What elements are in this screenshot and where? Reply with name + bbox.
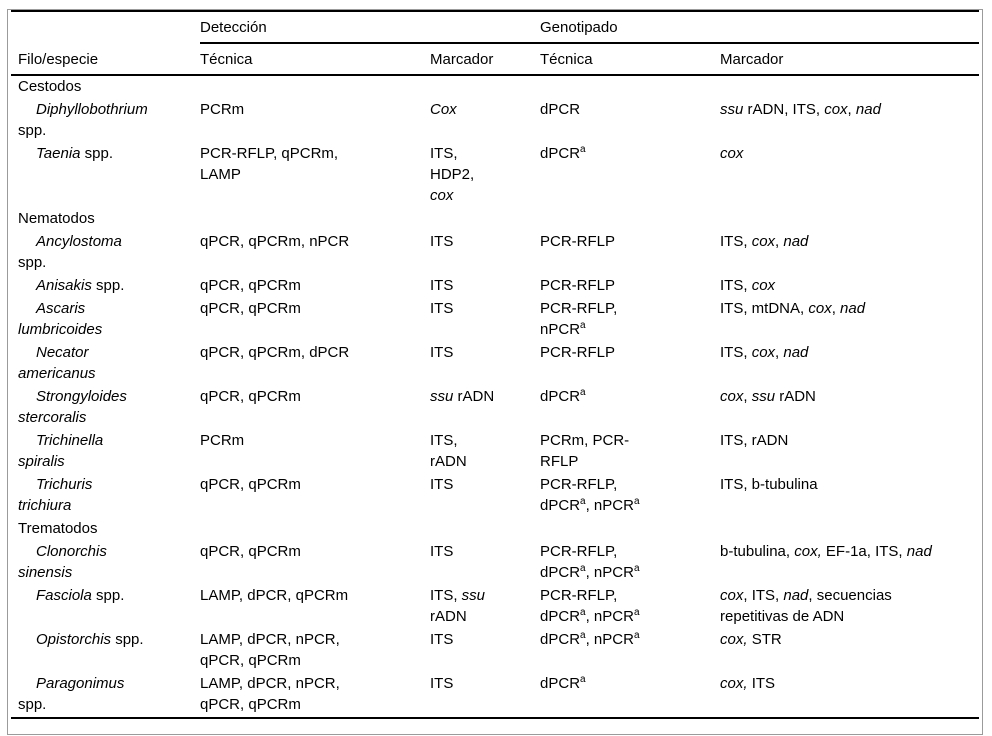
cell-det-tec: qPCR, qPCRm <box>200 300 301 317</box>
cell-species: Paragonimus spp. <box>18 675 125 713</box>
cell-det-tec: qPCR, qPCRm, nPCR <box>200 233 350 250</box>
cell-gen-mar: ITS, cox, nad <box>720 344 809 361</box>
cell-det-mar: ITS, rADN <box>430 432 467 470</box>
cell-gen-tec: dPCRa <box>540 387 586 406</box>
species-row: Fasciola spp. LAMP, dPCR, qPCRm ITS, ssu rA… <box>11 585 979 629</box>
group-header-genotipado: Genotipado <box>540 10 980 44</box>
cell-species: Strongyloides stercoralis <box>18 388 127 426</box>
cell-gen-mar: cox, STR <box>720 631 782 648</box>
cell-det-tec: qPCR, qPCRm <box>200 388 301 405</box>
cell-gen-tec: PCR-RFLP <box>540 344 616 361</box>
phylum-group-label: Trematodos <box>18 520 98 537</box>
cell-species: Trichuris trichiura <box>18 476 93 514</box>
cell-det-tec: LAMP, dPCR, nPCR, qPCR, qPCRm <box>200 675 340 713</box>
cell-det-mar: ssu rADN <box>430 388 495 405</box>
cell-species: Taenia spp. <box>36 145 114 162</box>
cell-det-mar: ITS <box>430 476 454 493</box>
group-header-row: Detección Genotipado <box>11 10 980 44</box>
species-row: Opistorchis spp. LAMP, dPCR, nPCR, qPCR, q… <box>11 629 979 673</box>
subheader-marcador-genotipado: Marcador <box>720 43 980 76</box>
cell-gen-mar: ITS, rADN <box>720 432 789 449</box>
cell-species: Trichinella spiralis <box>18 432 104 470</box>
cell-species: Necator americanus <box>18 344 96 382</box>
cell-det-mar: ITS <box>430 631 454 648</box>
cell-gen-tec: dPCRa <box>540 674 586 693</box>
group-header-deteccion: Detección <box>200 10 541 44</box>
cell-species: Ascaris lumbricoides <box>18 300 103 338</box>
cell-gen-tec: PCR-RFLP <box>540 277 616 294</box>
cell-gen-mar: ssu rADN, ITS, cox, nad <box>720 101 881 118</box>
table-body: Cestodos Diphyllobothrium spp. PCRm Cox dPCR s… <box>11 75 979 718</box>
cell-species: Diphyllobothrium spp. <box>18 101 148 139</box>
cell-det-tec: qPCR, qPCRm <box>200 277 301 294</box>
cell-gen-mar: cox, ITS <box>720 675 776 692</box>
phylum-group-label: Cestodos <box>18 78 82 95</box>
subheader-tecnica-genotipado: Técnica <box>540 43 721 76</box>
cell-gen-tec: dPCRa, nPCRa <box>540 630 640 649</box>
cell-det-mar: ITS <box>430 277 454 294</box>
cell-det-mar: ITS, HDP2, cox <box>430 145 475 204</box>
cell-species: Fasciola spp. <box>36 587 125 604</box>
phylum-group-row: Trematodos <box>11 518 979 541</box>
cell-gen-mar: cox, ITS, nad, secuencias repetitivas de … <box>720 587 892 625</box>
cell-det-mar: ITS <box>430 233 454 250</box>
cell-gen-tec: PCR-RFLP, dPCRa, nPCRa <box>540 587 640 625</box>
cell-det-tec: PCR-RFLP, qPCRm, LAMP <box>200 145 339 183</box>
cell-det-tec: qPCR, qPCRm, dPCR <box>200 344 350 361</box>
header-filo-especie: Filo/especie <box>11 43 200 76</box>
cell-gen-tec: PCR-RFLP <box>540 233 616 250</box>
cell-gen-mar: ITS, cox, nad <box>720 233 809 250</box>
cell-gen-mar: ITS, mtDNA, cox, nad <box>720 300 866 317</box>
cell-gen-tec: dPCR <box>540 101 581 118</box>
cell-gen-tec: PCR-RFLP, nPCRa <box>540 300 618 338</box>
subheader-tecnica-deteccion: Técnica <box>200 43 430 76</box>
cell-species: Opistorchis spp. <box>36 631 144 648</box>
phylum-group-row: Cestodos <box>11 75 979 99</box>
cell-det-tec: PCRm <box>200 101 245 118</box>
cell-det-mar: ITS <box>430 543 454 560</box>
sub-header-row: Filo/especie Técnica Marcador Técnica Ma… <box>11 43 980 76</box>
cell-det-tec: qPCR, qPCRm <box>200 543 301 560</box>
table-frame: Detección Genotipado Filo/especie Técnic… <box>7 9 983 735</box>
cell-det-mar: ITS <box>430 675 454 692</box>
species-row: Diphyllobothrium spp. PCRm Cox dPCR ssu rADN,… <box>11 99 979 143</box>
cell-det-tec: PCRm <box>200 432 245 449</box>
phylum-group-row: Nematodos <box>11 208 979 231</box>
species-row: Clonorchis sinensis qPCR, qPCRm ITS PCR-RFLP… <box>11 541 979 585</box>
subheader-marcador-deteccion: Marcador <box>430 43 541 76</box>
cell-det-mar: ITS <box>430 344 454 361</box>
cell-det-tec: qPCR, qPCRm <box>200 476 301 493</box>
table-header: Detección Genotipado Filo/especie Técnic… <box>11 10 980 76</box>
cell-gen-tec: PCR-RFLP, dPCRa, nPCRa <box>540 543 640 581</box>
cell-species: Clonorchis sinensis <box>18 543 107 581</box>
cell-species: Anisakis spp. <box>36 277 125 294</box>
species-row: Ascaris lumbricoides qPCR, qPCRm ITS PCR-RFL… <box>11 298 979 342</box>
phylum-group-label: Nematodos <box>18 210 95 227</box>
species-row: Ancylostoma spp. qPCR, qPCRm, nPCR ITS PCR-R… <box>11 231 979 275</box>
cell-det-mar: Cox <box>430 101 457 118</box>
species-row: Strongyloides stercoralis qPCR, qPCRm ssu r… <box>11 386 979 430</box>
cell-det-tec: LAMP, dPCR, nPCR, qPCR, qPCRm <box>200 631 340 669</box>
species-row: Trichinella spiralis PCRm ITS, rADN PCRm, PCR… <box>11 430 979 474</box>
species-row: Taenia spp. PCR-RFLP, qPCRm, LAMP ITS, HDP2,… <box>11 143 979 208</box>
cell-gen-mar: ITS, cox <box>720 277 776 294</box>
detection-genotyping-table: Detección Genotipado Filo/especie Técnic… <box>11 10 980 719</box>
species-row: Necator americanus qPCR, qPCRm, dPCR ITS PCR… <box>11 342 979 386</box>
species-row: Paragonimus spp. LAMP, dPCR, nPCR, qPCR, qP… <box>11 673 979 718</box>
cell-gen-mar: cox <box>720 145 744 162</box>
cell-gen-mar: b-tubulina, cox, EF-1a, ITS, nad <box>720 543 932 560</box>
species-row: Trichuris trichiura qPCR, qPCRm ITS PCR-RFLP… <box>11 474 979 518</box>
cell-det-tec: LAMP, dPCR, qPCRm <box>200 587 349 604</box>
species-row: Anisakis spp. qPCR, qPCRm ITS PCR-RFLP ITS, … <box>11 275 979 298</box>
cell-gen-mar: cox, ssu rADN <box>720 388 816 405</box>
cell-gen-tec: PCRm, PCR- RFLP <box>540 432 630 470</box>
cell-gen-mar: ITS, b-tubulina <box>720 476 818 493</box>
cell-gen-tec: dPCRa <box>540 144 586 163</box>
cell-det-mar: ITS, ssu rADN <box>430 587 486 625</box>
cell-species: Ancylostoma spp. <box>18 233 122 271</box>
header-spacer <box>11 10 200 43</box>
cell-gen-tec: PCR-RFLP, dPCRa, nPCRa <box>540 476 640 514</box>
cell-det-mar: ITS <box>430 300 454 317</box>
